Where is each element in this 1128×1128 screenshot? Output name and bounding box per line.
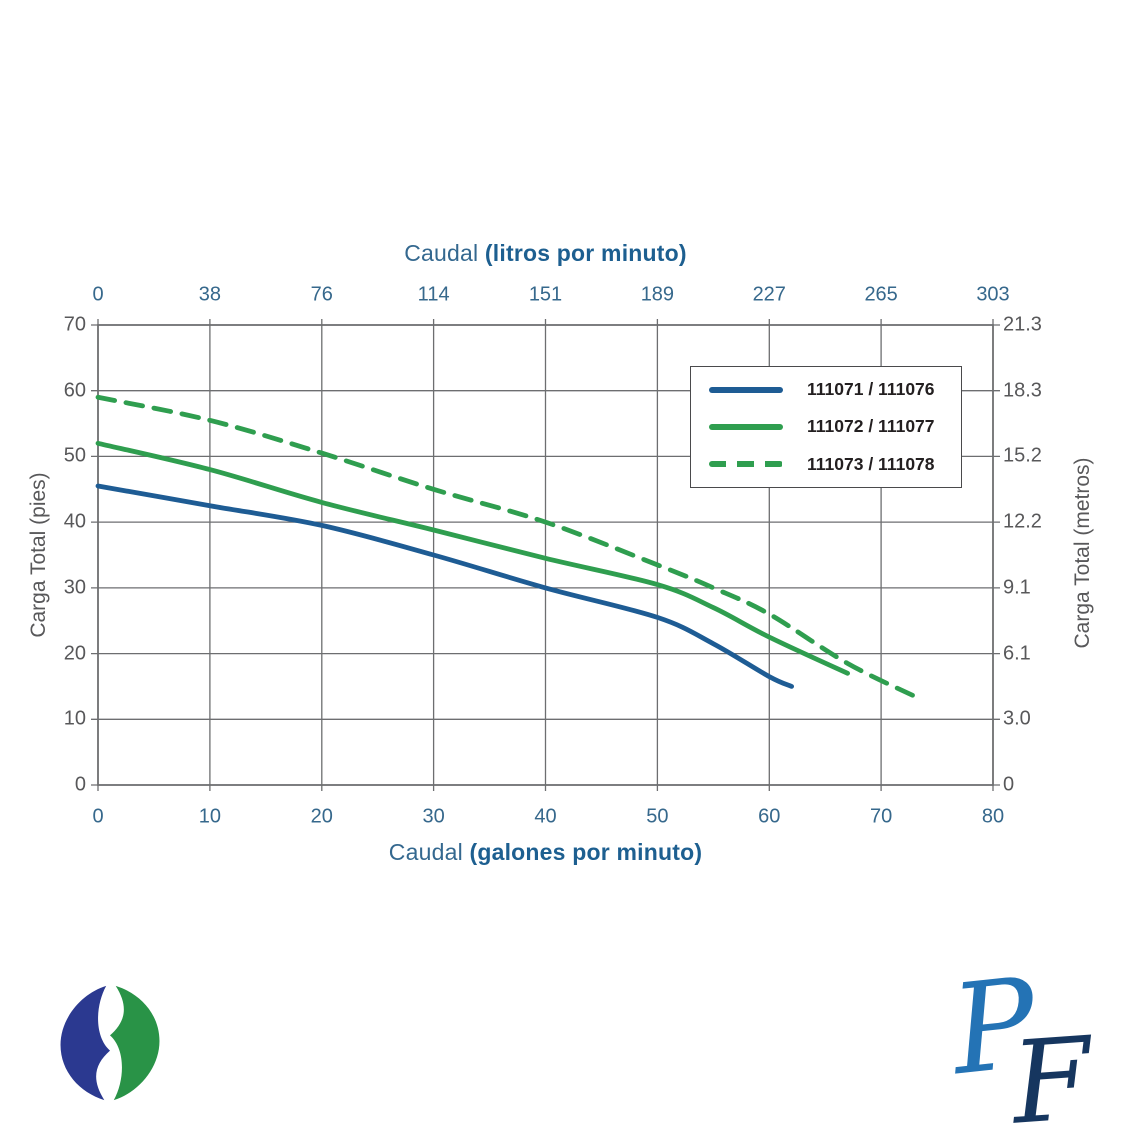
tick-label: 189 xyxy=(640,283,675,306)
tick-label: 60 xyxy=(63,379,86,402)
tick-label: 10 xyxy=(198,805,221,828)
plot-area xyxy=(91,319,1000,791)
dual-swoosh-logo xyxy=(60,985,160,1101)
bottom-axis-title: Caudal (galones por minuto) xyxy=(98,839,993,866)
tick-label: 0 xyxy=(1003,773,1015,796)
tick-label: 30 xyxy=(422,805,445,828)
tick-label: 76 xyxy=(310,283,333,306)
tick-label: 50 xyxy=(646,805,669,828)
tick-label: 227 xyxy=(752,283,786,306)
tick-label: 80 xyxy=(981,805,1005,828)
tick-label: 21.3 xyxy=(1003,313,1042,336)
tick-label: 12.2 xyxy=(1003,510,1042,533)
tick-label: 0 xyxy=(92,805,104,828)
monogram-letter-f: F xyxy=(1006,1012,1100,1124)
tick-label: 20 xyxy=(310,805,333,828)
legend: 111071 / 111076 111072 / 111077 111073 /… xyxy=(690,366,962,488)
series-curve-111072 xyxy=(95,440,850,676)
tick-label: 265 xyxy=(864,283,898,306)
legend-swatch-solid-green xyxy=(709,423,783,430)
pf-monogram-logo: P F xyxy=(950,972,1100,1124)
bottom-axis-title-bold: (galones por minuto) xyxy=(469,839,703,865)
tick-label: 40 xyxy=(534,805,557,828)
series-curve-111073 xyxy=(95,394,918,699)
legend-item-111073: 111073 / 111078 xyxy=(709,454,943,475)
legend-label: 111073 / 111078 xyxy=(807,453,935,474)
tick-label: 9.1 xyxy=(1003,576,1031,599)
logo-left-blue-swoosh xyxy=(60,985,110,1101)
plot-svg xyxy=(91,319,1000,791)
series-curve-111071 xyxy=(95,483,794,689)
tick-label: 15.2 xyxy=(1003,444,1042,467)
legend-item-111071: 111071 / 111076 xyxy=(709,379,943,400)
top-axis-title-bold: (litros por minuto) xyxy=(484,240,687,266)
tick-label: 30 xyxy=(63,576,86,599)
tick-label: 10 xyxy=(63,707,86,730)
plot-border xyxy=(97,324,994,786)
top-axis-title-regular: Caudal xyxy=(404,240,485,266)
top-axis-title: Caudal (litros por minuto) xyxy=(98,240,993,267)
tick-label: 60 xyxy=(758,805,781,828)
tick-label: 20 xyxy=(63,642,86,665)
tick-label: 40 xyxy=(63,510,86,533)
tick-label: 6.1 xyxy=(1003,642,1031,665)
tick-label: 0 xyxy=(74,773,86,796)
right-axis-title: Carga Total (metros) xyxy=(1071,457,1094,649)
tick-label: 70 xyxy=(63,313,86,336)
left-axis-title: Carga Total (pies) xyxy=(27,472,50,638)
tick-label: 0 xyxy=(92,283,104,306)
tick-label: 3.0 xyxy=(1003,707,1031,730)
tick-label: 151 xyxy=(528,283,563,306)
legend-swatch-dashed-green xyxy=(709,461,783,468)
tick-label: 50 xyxy=(63,444,86,467)
tick-label: 38 xyxy=(198,283,221,306)
tick-label: 70 xyxy=(870,805,893,828)
legend-label: 111071 / 111076 xyxy=(807,379,935,400)
legend-item-111072: 111072 / 111077 xyxy=(709,416,943,437)
legend-swatch-solid-blue xyxy=(709,386,783,393)
tick-label: 18.3 xyxy=(1003,379,1042,402)
legend-label: 111072 / 111077 xyxy=(807,416,935,437)
monogram-letter-p: P xyxy=(950,972,1045,1103)
logo-left-green-swoosh xyxy=(110,985,160,1101)
bottom-axis-title-regular: Caudal xyxy=(388,839,470,865)
tick-label: 114 xyxy=(417,283,450,306)
tick-label: 303 xyxy=(976,283,1010,306)
